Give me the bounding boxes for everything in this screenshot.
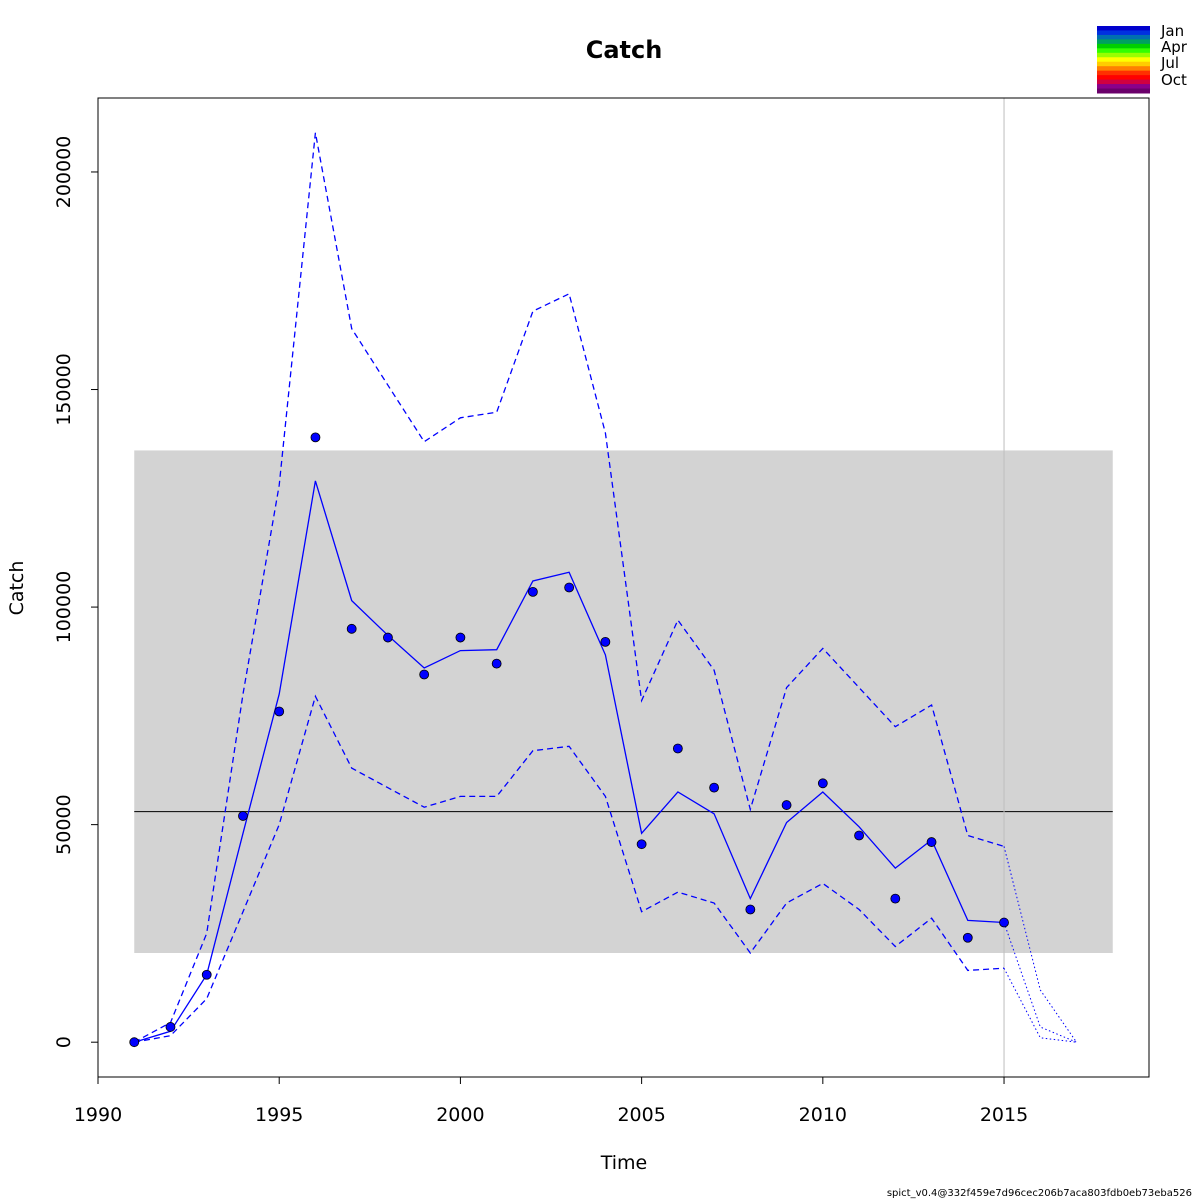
observation-point	[600, 636, 611, 647]
legend-label: Apr	[1161, 38, 1188, 56]
y-axis-title: Catch	[6, 561, 28, 616]
legend-color-swatch	[1097, 75, 1150, 81]
version-footer: spict_v0.4@332f459e7d96cec206b7aca803fdb…	[887, 1188, 1192, 1199]
legend-color-swatch	[1097, 43, 1150, 49]
observation-point	[817, 778, 828, 789]
legend-color-swatch	[1097, 48, 1150, 54]
observation-point	[926, 837, 937, 847]
x-tick-label: 2015	[980, 1104, 1028, 1126]
observation-point	[310, 432, 321, 443]
x-axis-title: Time	[600, 1152, 648, 1174]
observation-point	[129, 1037, 140, 1048]
y-tick-label: 100000	[53, 571, 75, 644]
series-lower-ci	[134, 694, 1005, 1043]
series-forecast-upper	[1003, 846, 1077, 1043]
legend-color-swatch	[1097, 34, 1150, 40]
observation-point	[419, 669, 430, 680]
observation-point	[890, 893, 901, 904]
observation-point	[781, 800, 792, 810]
x-tick-label: 2000	[436, 1104, 484, 1126]
y-tick-label: 0	[53, 1036, 75, 1048]
x-tick-label: 2005	[617, 1104, 665, 1126]
axes: 1990 1995 2000 2005 2010 2015 0 50000 100000 1500…	[53, 97, 1150, 1126]
y-tick-label: 50000	[53, 794, 75, 854]
observation-point	[709, 782, 720, 793]
plot-area	[129, 98, 1113, 1077]
observation-point	[636, 839, 647, 850]
legend-color-swatch	[1097, 88, 1150, 94]
legend-color-swatch	[1097, 79, 1150, 85]
legend-color-swatch	[1097, 57, 1150, 63]
legend-color-swatch	[1097, 52, 1150, 58]
x-tick-label: 2010	[799, 1104, 847, 1126]
x-tick-label: 1990	[74, 1104, 122, 1126]
y-tick-label: 200000	[53, 136, 75, 209]
observation-point	[564, 582, 575, 593]
legend-color-swatch	[1097, 61, 1150, 67]
series-forecast	[1003, 922, 1077, 1043]
legend-color-swatch	[1097, 84, 1150, 90]
observation-point	[165, 1022, 176, 1032]
legend-label: Jul	[1160, 54, 1179, 72]
series-upper-ci	[133, 132, 1005, 1043]
observation-point	[745, 904, 756, 915]
chart-title: Catch	[586, 36, 663, 64]
x-tick-label: 1995	[255, 1104, 303, 1126]
observation-point	[238, 811, 248, 821]
observation-point	[854, 830, 864, 841]
observation-point	[346, 623, 357, 634]
observation-point	[527, 586, 538, 597]
observation-point	[962, 932, 973, 943]
observation-point	[491, 658, 502, 669]
legend-color-swatch	[1097, 39, 1150, 45]
observation-point	[672, 743, 683, 754]
observation-point	[383, 632, 393, 643]
legend-color-swatch	[1097, 66, 1150, 72]
legend-color-swatch	[1097, 70, 1150, 76]
legend-label: Oct	[1161, 71, 1187, 89]
legend-color-swatch	[1097, 30, 1150, 36]
y-tick-label: 150000	[53, 353, 75, 426]
msy-band	[134, 450, 1113, 953]
series-fitted	[134, 480, 1005, 1043]
observation-point	[455, 632, 466, 643]
series-forecast-lower	[1003, 967, 1077, 1043]
observation-point	[274, 706, 285, 717]
observation-point	[201, 969, 212, 980]
observation-point	[999, 917, 1009, 928]
legend-color-swatch	[1097, 26, 1150, 31]
legend-label: Jan	[1160, 22, 1184, 40]
